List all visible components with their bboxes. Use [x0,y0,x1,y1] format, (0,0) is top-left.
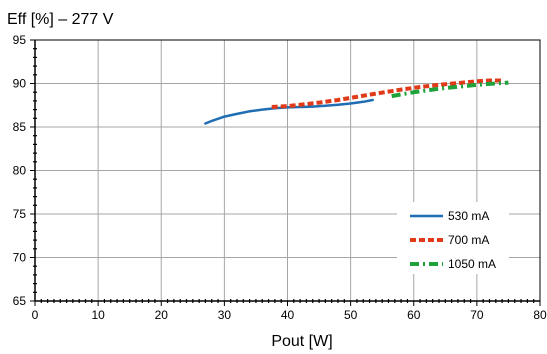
y-tick-label: 90 [13,77,27,91]
x-axis-title: Pout [W] [271,333,332,350]
legend-label-0: 530 mA [448,209,489,223]
x-tick-label: 40 [281,308,295,322]
y-tick-label: 65 [13,294,27,308]
axis-ticks: 0 10 20 30 40 50 60 70 80 65 70 75 80 85 90 95 [13,33,547,322]
x-tick-label: 30 [218,308,232,322]
y-tick-label: 95 [13,33,27,47]
y-tick-label: 85 [13,120,27,134]
y-tick-label: 80 [13,164,27,178]
x-tick-label: 10 [91,308,105,322]
legend-label-2: 1050 mA [448,257,496,271]
series-line-1 [271,78,503,109]
legend-label-1: 700 mA [448,233,489,247]
x-tick-label: 80 [533,308,547,322]
x-tick-label: 20 [155,308,169,322]
y-tick-label: 70 [13,251,27,265]
x-tick-label: 70 [470,308,484,322]
chart-title: Eff [%] – 277 V [7,11,114,28]
legend: 530 mA 700 mA 1050 mA [397,202,509,274]
x-tick-label: 60 [407,308,421,322]
series-line-0 [204,98,374,125]
x-tick-label: 50 [344,308,358,322]
x-tick-label: 0 [32,308,39,322]
grid [35,40,540,301]
y-tick-label: 75 [13,207,27,221]
series-layer [204,78,509,125]
series-line-2 [391,80,509,99]
